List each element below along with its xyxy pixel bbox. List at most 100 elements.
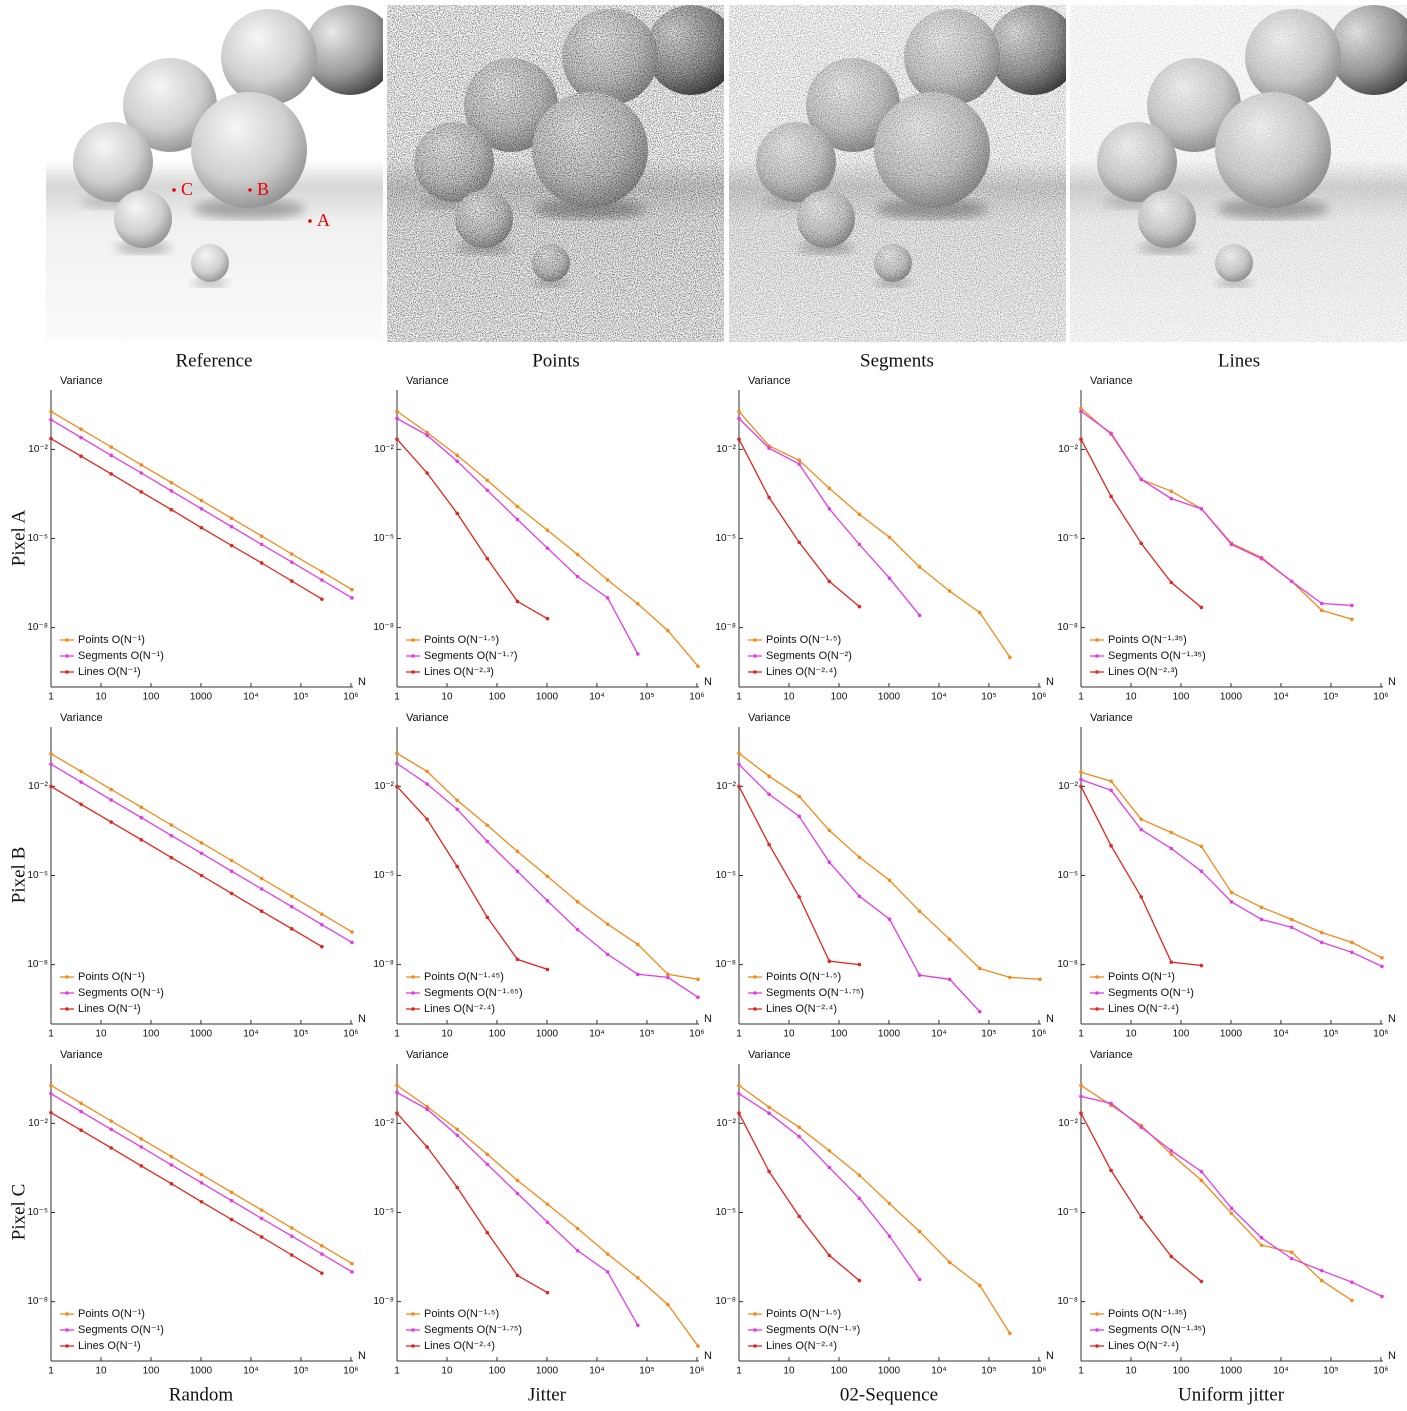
x-tick-label: 100	[831, 1029, 848, 1040]
data-point	[1169, 497, 1173, 501]
y-tick-label: 10⁻²	[1058, 444, 1078, 455]
x-tick-label: 100	[1173, 692, 1190, 703]
data-point	[49, 785, 53, 789]
x-tick-label: 100	[1173, 1029, 1190, 1040]
data-point	[49, 437, 53, 441]
data-point	[1169, 1255, 1173, 1259]
x-tick-label: 10⁶	[343, 1029, 358, 1040]
data-point	[1139, 818, 1143, 822]
data-point	[1139, 895, 1143, 899]
data-point	[425, 770, 429, 774]
data-point	[797, 541, 801, 545]
data-point	[546, 1202, 550, 1206]
data-point	[49, 410, 53, 414]
data-point	[636, 652, 640, 656]
series-line	[1081, 780, 1382, 967]
series-line	[739, 753, 1040, 979]
y-tick-label: 10⁻²	[374, 1118, 394, 1129]
data-point	[139, 1137, 143, 1141]
data-point	[948, 589, 952, 593]
data-point	[888, 535, 892, 539]
series-line	[51, 1113, 322, 1273]
data-point	[455, 1186, 459, 1190]
data-point	[797, 462, 801, 466]
data-point	[230, 859, 234, 863]
image-segments	[729, 5, 1078, 342]
legend-label: Lines O(N⁻²·³)	[1108, 666, 1178, 678]
pixel-label: A	[317, 210, 330, 230]
data-point	[170, 1163, 174, 1167]
image-points	[387, 5, 736, 342]
data-point	[737, 763, 741, 767]
data-point	[636, 1276, 640, 1280]
data-point	[1139, 1215, 1143, 1219]
x-tick-label: 10	[783, 692, 795, 703]
data-point	[200, 1173, 204, 1177]
y-tick-label: 10⁻⁵	[27, 870, 48, 881]
data-point	[260, 909, 264, 913]
data-point	[666, 1303, 670, 1307]
data-point	[109, 472, 113, 476]
x-tick-label: 10⁶	[689, 692, 704, 703]
data-point	[200, 841, 204, 845]
x-tick-label: 10⁶	[1373, 692, 1388, 703]
x-tick-label: 10⁶	[1031, 1366, 1046, 1377]
data-point	[827, 487, 831, 491]
data-point	[1260, 1236, 1264, 1240]
data-point	[79, 802, 83, 806]
data-point	[350, 596, 354, 600]
data-point	[606, 1252, 610, 1256]
data-point	[546, 899, 550, 903]
data-point	[200, 526, 204, 530]
data-point	[546, 968, 550, 972]
pixel-marker	[172, 188, 176, 192]
data-point	[797, 795, 801, 799]
legend-marker	[1095, 975, 1099, 979]
legend-label: Points O(N⁻¹·⁵)	[766, 1308, 841, 1320]
data-point	[170, 1155, 174, 1159]
x-tick-label: 10	[95, 1366, 107, 1377]
legend-label: Points O(N⁻¹·³⁵)	[1108, 634, 1187, 646]
x-tick-label: 10⁶	[343, 692, 358, 703]
data-point	[395, 437, 399, 441]
legend-marker	[411, 670, 415, 674]
data-point	[1169, 489, 1173, 493]
data-point	[109, 788, 113, 792]
data-point	[49, 1084, 53, 1088]
legend-marker	[1095, 654, 1099, 658]
legend-marker	[65, 1007, 69, 1011]
x-axis-title: N	[1388, 676, 1396, 688]
x-tick-label: 1	[736, 1029, 742, 1040]
y-tick-label: 10⁻⁸	[373, 959, 394, 970]
legend-marker	[411, 1007, 415, 1011]
data-point	[1139, 478, 1143, 482]
x-axis-title: N	[358, 1350, 366, 1362]
data-point	[666, 973, 670, 977]
legend-label: Lines O(N⁻²·⁴)	[766, 1003, 837, 1015]
data-point	[230, 1218, 234, 1222]
data-point	[1230, 891, 1234, 895]
pixel-marker	[248, 188, 252, 192]
data-point	[290, 1226, 294, 1230]
x-tick-label: 10⁴	[931, 1366, 946, 1377]
data-point	[260, 561, 264, 565]
data-point	[1260, 557, 1264, 561]
data-point	[888, 1234, 892, 1238]
x-axis-title: N	[704, 1013, 712, 1025]
data-point	[395, 410, 399, 414]
x-tick-label: 10	[1125, 1366, 1137, 1377]
legend-label: Points O(N⁻¹·⁴⁵)	[424, 971, 504, 983]
data-point	[858, 513, 862, 517]
data-point	[395, 762, 399, 766]
x-tick-label: 10⁵	[1323, 1029, 1338, 1040]
data-point	[1350, 1299, 1354, 1303]
data-point	[139, 805, 143, 809]
y-axis-title: Variance	[406, 1049, 449, 1061]
data-point	[516, 958, 520, 962]
data-point	[109, 798, 113, 802]
data-point	[230, 516, 234, 520]
y-axis-title: Variance	[1090, 375, 1133, 387]
data-point	[516, 505, 520, 509]
x-tick-label: 10⁴	[1273, 1029, 1288, 1040]
x-tick-label: 10	[783, 1029, 795, 1040]
